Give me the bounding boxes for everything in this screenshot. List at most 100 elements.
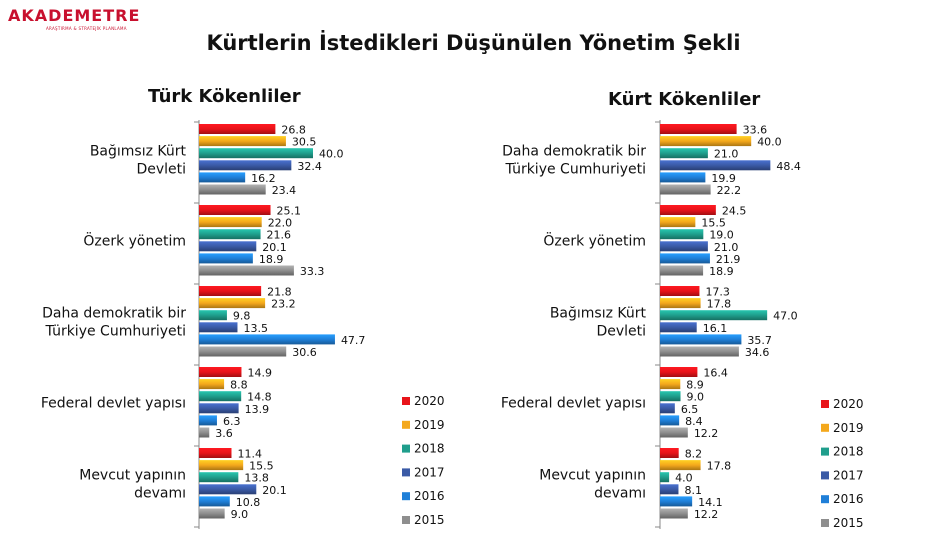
data-label: 17.8 bbox=[707, 298, 732, 311]
bar-2020 bbox=[199, 205, 271, 215]
category-label: Devleti bbox=[136, 161, 186, 177]
legend-label-2019: 2019 bbox=[833, 421, 864, 435]
data-label: 19.0 bbox=[709, 229, 734, 242]
bar-2018 bbox=[199, 148, 313, 159]
bar-2020 bbox=[199, 286, 262, 296]
category-label: Özerk yönetim bbox=[83, 231, 186, 249]
data-label: 40.0 bbox=[757, 136, 782, 149]
bar-2020 bbox=[660, 124, 737, 134]
data-label: 21.8 bbox=[267, 286, 292, 299]
bar-2016 bbox=[199, 415, 217, 426]
bar-2016 bbox=[199, 334, 335, 345]
legend-swatch-2015 bbox=[821, 519, 829, 527]
bar-2019 bbox=[660, 217, 696, 228]
data-label: 14.8 bbox=[247, 391, 272, 404]
bar-2015 bbox=[660, 508, 688, 519]
bar-2017 bbox=[660, 241, 708, 252]
data-label: 13.9 bbox=[245, 403, 269, 416]
bar-2015 bbox=[199, 508, 225, 519]
bar-2016 bbox=[660, 334, 742, 345]
category-label: Mevcut yapının bbox=[79, 467, 186, 483]
bar-2018 bbox=[660, 310, 768, 321]
legend-swatch-2019 bbox=[402, 420, 410, 429]
data-label: 22.0 bbox=[268, 217, 293, 230]
data-label: 32.4 bbox=[297, 160, 322, 173]
data-label: 12.2 bbox=[694, 427, 719, 440]
data-label: 15.5 bbox=[249, 460, 273, 473]
data-label: 9.8 bbox=[233, 310, 251, 323]
bar-2015 bbox=[199, 184, 266, 195]
category-label: devamı bbox=[594, 485, 646, 501]
data-label: 11.4 bbox=[237, 448, 261, 461]
legend-label-2015: 2015 bbox=[833, 516, 864, 530]
data-label: 24.5 bbox=[722, 205, 747, 218]
data-label: 47.0 bbox=[773, 310, 798, 323]
bar-2019 bbox=[199, 460, 244, 471]
legend-label-2019: 2019 bbox=[414, 418, 445, 432]
data-label: 16.1 bbox=[703, 322, 728, 335]
data-label: 12.2 bbox=[694, 508, 719, 521]
bar-2020 bbox=[199, 448, 232, 458]
legend-swatch-2016 bbox=[402, 492, 410, 501]
left-panel-title: Türk Kökenliler bbox=[148, 86, 301, 107]
data-label: 18.9 bbox=[259, 253, 284, 266]
bar-2019 bbox=[199, 217, 262, 228]
bar-2019 bbox=[199, 379, 225, 390]
bar-2017 bbox=[199, 484, 257, 495]
category-label: Daha demokratik bir bbox=[42, 305, 186, 321]
bar-2015 bbox=[660, 346, 739, 357]
data-label: 33.6 bbox=[743, 124, 768, 137]
legend-swatch-2018 bbox=[821, 447, 829, 456]
data-label: 33.3 bbox=[300, 265, 325, 278]
category-label: Türkiye Cumhuriyeti bbox=[44, 323, 186, 339]
data-label: 8.9 bbox=[686, 379, 704, 392]
legend-label-2020: 2020 bbox=[833, 397, 864, 411]
legend-label-2017: 2017 bbox=[414, 465, 445, 479]
bar-2015 bbox=[199, 265, 294, 276]
category-label: devamı bbox=[134, 485, 186, 501]
category-label: Daha demokratik bir bbox=[502, 143, 646, 159]
bar-2018 bbox=[199, 229, 261, 240]
data-label: 16.2 bbox=[251, 172, 275, 185]
bar-2018 bbox=[199, 310, 227, 321]
data-label: 10.8 bbox=[236, 496, 261, 509]
data-label: 48.4 bbox=[776, 160, 801, 173]
logo: AKADEMETRE ARAŞTIRMA & STRATEJİK PLANLAM… bbox=[8, 6, 140, 31]
legend-swatch-2017 bbox=[821, 471, 829, 480]
bar-2020 bbox=[660, 286, 700, 296]
bar-2019 bbox=[660, 136, 752, 147]
data-label: 21.9 bbox=[716, 253, 741, 266]
data-label: 13.8 bbox=[244, 472, 269, 485]
data-label: 22.2 bbox=[717, 184, 742, 197]
data-label: 23.4 bbox=[272, 184, 297, 197]
bar-2020 bbox=[660, 367, 698, 377]
data-label: 17.8 bbox=[707, 460, 732, 473]
data-label: 19.9 bbox=[711, 172, 736, 185]
bar-2017 bbox=[199, 403, 239, 414]
legend-swatch-2015 bbox=[402, 516, 410, 524]
bar-2016 bbox=[199, 496, 230, 507]
category-label: Federal devlet yapısı bbox=[501, 395, 646, 411]
bar-2017 bbox=[199, 160, 292, 171]
legend-label-2018: 2018 bbox=[833, 445, 864, 459]
data-label: 14.9 bbox=[247, 367, 272, 380]
legend-swatch-2018 bbox=[402, 444, 410, 453]
bar-2017 bbox=[199, 241, 257, 252]
legend-swatch-2020 bbox=[821, 400, 829, 408]
data-label: 9.0 bbox=[687, 391, 705, 404]
legend-swatch-2020 bbox=[402, 397, 410, 405]
data-label: 26.8 bbox=[281, 124, 306, 137]
legend-label-2015: 2015 bbox=[414, 513, 445, 527]
data-label: 6.3 bbox=[223, 415, 241, 428]
bar-2019 bbox=[199, 298, 266, 309]
bar-2015 bbox=[660, 184, 711, 195]
bar-2015 bbox=[199, 346, 287, 357]
data-label: 25.1 bbox=[277, 205, 302, 218]
category-label: Bağımsız Kürt bbox=[550, 305, 647, 321]
data-label: 40.0 bbox=[319, 148, 344, 161]
data-label: 3.6 bbox=[215, 427, 233, 440]
bar-2016 bbox=[660, 253, 710, 264]
bar-2020 bbox=[660, 448, 679, 458]
data-label: 35.7 bbox=[747, 334, 772, 347]
